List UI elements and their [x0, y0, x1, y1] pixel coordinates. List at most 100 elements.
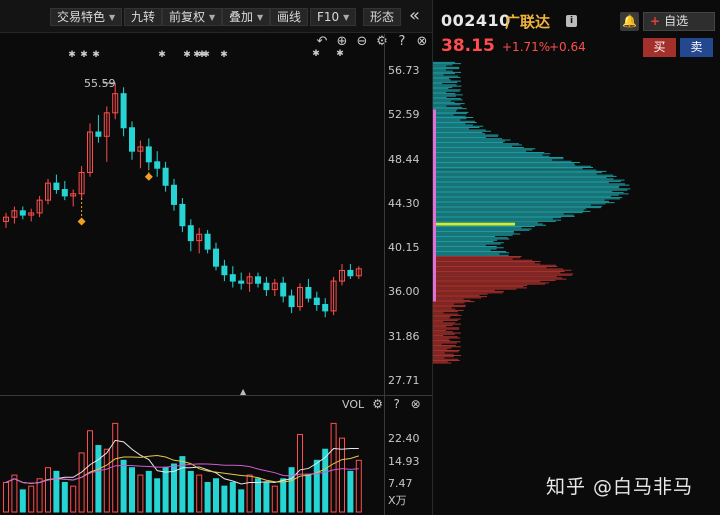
- help-icon[interactable]: ?: [393, 397, 400, 411]
- event-star-icon: ✱: [158, 50, 166, 60]
- y-tick-label: 44.30: [388, 197, 420, 210]
- volume-bar: [229, 481, 236, 513]
- double-chevron-left-icon[interactable]: «: [409, 5, 421, 26]
- info-icon[interactable]: i: [566, 15, 577, 27]
- volume-bar: [162, 467, 169, 513]
- y-tick-label: 27.71: [388, 374, 420, 387]
- candle-body: [11, 210, 18, 218]
- add-watchlist-label: 自选: [664, 14, 689, 28]
- buy-button[interactable]: 买: [643, 38, 676, 57]
- pattern-button[interactable]: 形态: [363, 8, 402, 26]
- candle-body: [53, 182, 60, 191]
- chart-toolbar: 交易特色 ▼ 九转 前复权 ▼ 叠加 ▼ 画线 F10 ▼ 形态 «: [0, 0, 432, 33]
- signal-diamond-icon: [144, 172, 153, 181]
- close-icon[interactable]: ⊗: [416, 34, 428, 49]
- candle-body: [187, 225, 194, 242]
- adjust-mode-menu[interactable]: 前复权 ▼: [162, 8, 223, 26]
- volume-tick-label: 22.40: [388, 432, 420, 445]
- candle-body: [3, 216, 9, 222]
- volume-bar: [179, 456, 186, 513]
- trading-features-menu[interactable]: 交易特色 ▼: [50, 8, 123, 26]
- adjust-mode-label: 前复权: [169, 10, 206, 24]
- candle-body: [70, 193, 77, 197]
- candle-body: [95, 131, 102, 137]
- volume-bar: [19, 489, 26, 513]
- volume-bar: [61, 481, 68, 513]
- volume-bar: [204, 481, 211, 513]
- settings-icon[interactable]: ⚙: [372, 397, 383, 411]
- volume-bar: [171, 463, 177, 513]
- candle-body: [28, 212, 35, 216]
- candle-body: [61, 189, 68, 197]
- nine-turn-button[interactable]: 九转: [124, 8, 163, 26]
- event-star-icon: ✱: [80, 50, 88, 60]
- volume-bar: [95, 445, 102, 513]
- candle-body: [120, 93, 127, 129]
- candle-body: [87, 131, 93, 173]
- high-price-label: 55.59: [84, 77, 116, 90]
- price-volume-profile: [433, 61, 631, 364]
- bell-icon[interactable]: 🔔: [620, 12, 639, 31]
- help-icon[interactable]: ?: [398, 34, 406, 49]
- zoom-out-icon[interactable]: ⊖: [356, 34, 368, 49]
- candle-body: [305, 286, 312, 299]
- volume-bar: [280, 478, 287, 513]
- volume-bar: [255, 478, 261, 513]
- event-star-icon: ✱: [312, 49, 320, 59]
- y-tick-label: 40.15: [388, 241, 420, 254]
- candlestick-chart[interactable]: ✱ ✱ ✱ ✱ ✱ ✱✱✱ ✱ ✱ ✱: [0, 34, 384, 395]
- candle-body: [330, 280, 337, 312]
- candle-body: [45, 182, 51, 201]
- event-star-icon: ✱: [198, 50, 206, 60]
- y-tick-label: 56.73: [388, 64, 420, 77]
- stock-name[interactable]: 广联达: [505, 13, 551, 31]
- chevron-down-icon: ▼: [209, 13, 216, 22]
- volume-bar: [36, 478, 43, 513]
- draw-line-button[interactable]: 画线: [270, 8, 309, 26]
- undo-icon[interactable]: ↶: [316, 34, 328, 49]
- volume-bar: [120, 459, 127, 513]
- current-price: 38.15: [441, 36, 495, 56]
- f10-menu[interactable]: F10 ▼: [310, 8, 357, 26]
- sell-button[interactable]: 卖: [680, 38, 713, 57]
- chevron-down-icon: ▼: [343, 13, 350, 22]
- signal-diamond-icon: [77, 217, 86, 226]
- candle-body: [288, 295, 295, 308]
- panel-divider: [0, 395, 432, 396]
- draw-line-label: 画线: [277, 10, 302, 24]
- volume-bar: [187, 470, 194, 513]
- trading-features-label: 交易特色: [57, 10, 106, 24]
- candle-body: [36, 199, 43, 214]
- volume-bar: [145, 470, 152, 513]
- event-star-icon: ✱: [68, 50, 76, 60]
- pattern-label: 形态: [370, 10, 395, 24]
- event-star-icon: ✱: [183, 50, 191, 60]
- zoom-in-icon[interactable]: ⊕: [336, 34, 348, 49]
- y-tick-label: 52.59: [388, 108, 420, 121]
- close-icon[interactable]: ⊗: [410, 397, 421, 411]
- volume-bar: [11, 474, 18, 513]
- scroll-up-icon[interactable]: ▲: [240, 387, 247, 396]
- volume-header: VOL ⚙ ? ⊗: [342, 397, 423, 412]
- value-area-bracket: [433, 109, 436, 302]
- chart-tools: ↶ ⊕ ⊖ ⚙ ? ⊗: [314, 34, 430, 50]
- candle-body: [129, 127, 135, 152]
- volume-bar: [103, 448, 110, 513]
- volume-chart[interactable]: [0, 414, 384, 515]
- volume-bar: [271, 485, 278, 513]
- volume-bar: [288, 467, 295, 513]
- volume-bar: [297, 433, 303, 513]
- volume-bar: [263, 481, 270, 513]
- candle-body: [112, 93, 119, 114]
- chevron-down-icon: ▼: [257, 13, 264, 22]
- settings-icon[interactable]: ⚙: [376, 34, 388, 49]
- candle-body: [297, 286, 303, 308]
- candle-body: [347, 269, 354, 277]
- overlay-menu[interactable]: 叠加 ▼: [222, 8, 271, 26]
- event-star-icon: ✱: [336, 49, 344, 59]
- y-tick-label: 36.00: [388, 285, 420, 298]
- volume-tick-label: 7.47: [388, 477, 413, 490]
- volume-ma-line: [5, 463, 359, 484]
- add-watchlist-button[interactable]: + 自选: [643, 12, 715, 31]
- volume-bar: [305, 474, 312, 513]
